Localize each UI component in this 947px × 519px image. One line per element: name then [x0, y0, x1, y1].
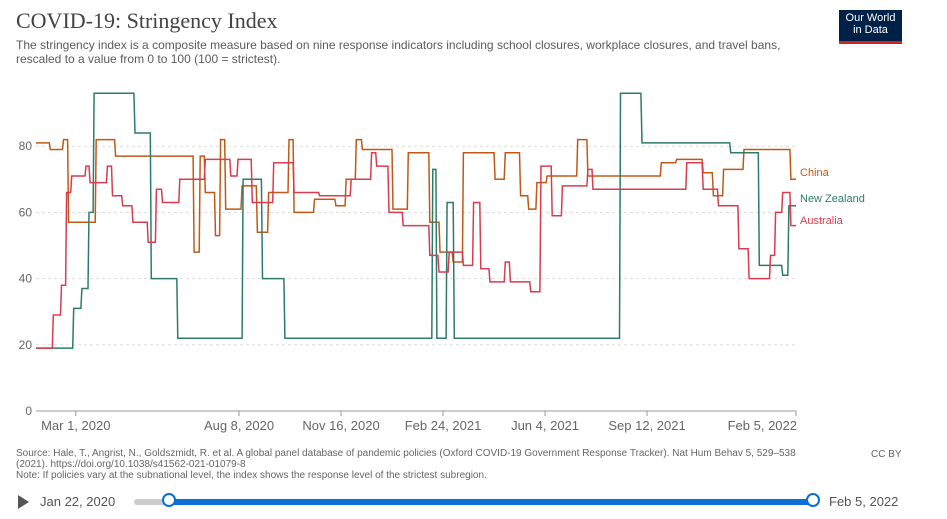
x-tick-label: Mar 1, 2020 [41, 418, 110, 433]
line-chart: 0 20 40 60 80 Mar 1, 2020 Aug 8, 2020 Nov 16, 2… [19, 92, 865, 433]
timeline-start-label: Jan 22, 2020 [40, 494, 116, 509]
legend-label-new-zealand: New Zealand [800, 193, 865, 205]
y-tick-label: 20 [19, 338, 33, 352]
y-tick-label: 60 [19, 205, 33, 219]
timeline-end-handle[interactable] [806, 493, 820, 507]
x-tick-label: Nov 16, 2020 [302, 418, 379, 433]
legend-label-australia: Australia [800, 215, 844, 227]
timeline-selected-range [169, 499, 813, 505]
source-note: Source: Hale, T., Angrist, N., Goldszmid… [16, 448, 816, 481]
source-text: Source: Hale, T., Angrist, N., Goldszmid… [16, 448, 796, 470]
owid-logo[interactable]: Our World in Data [839, 10, 902, 44]
chart-title: COVID-19: Stringency Index [16, 8, 278, 33]
logo-line-1: Our World [845, 12, 896, 24]
y-tick-label: 80 [19, 139, 33, 153]
x-tick-label: Feb 24, 2021 [405, 418, 482, 433]
x-tick-label: Aug 8, 2020 [204, 418, 274, 433]
timeline-control: Jan 22, 2020 Feb 5, 2022 [0, 486, 947, 516]
series-line-new-zealand [36, 92, 796, 349]
license-link[interactable]: CC BY [871, 449, 902, 460]
y-tick-label: 0 [25, 404, 32, 418]
series-line-australia [36, 152, 796, 349]
x-tick-label: Jun 4, 2021 [511, 418, 579, 433]
play-icon[interactable] [18, 495, 29, 509]
timeline-end-label: Feb 5, 2022 [829, 494, 899, 509]
y-tick-label: 40 [19, 272, 33, 286]
x-tick-label: Sep 12, 2021 [608, 418, 685, 433]
series-line-china [36, 138, 796, 263]
x-tick-label: Feb 5, 2022 [728, 418, 797, 433]
timeline-start-handle[interactable] [162, 493, 176, 507]
logo-line-2: in Data [853, 24, 888, 36]
note-text: Note: If policies vary at the subnationa… [16, 470, 487, 481]
legend-label-china: China [800, 167, 830, 179]
chart-subtitle: The stringency index is a composite meas… [16, 38, 781, 66]
